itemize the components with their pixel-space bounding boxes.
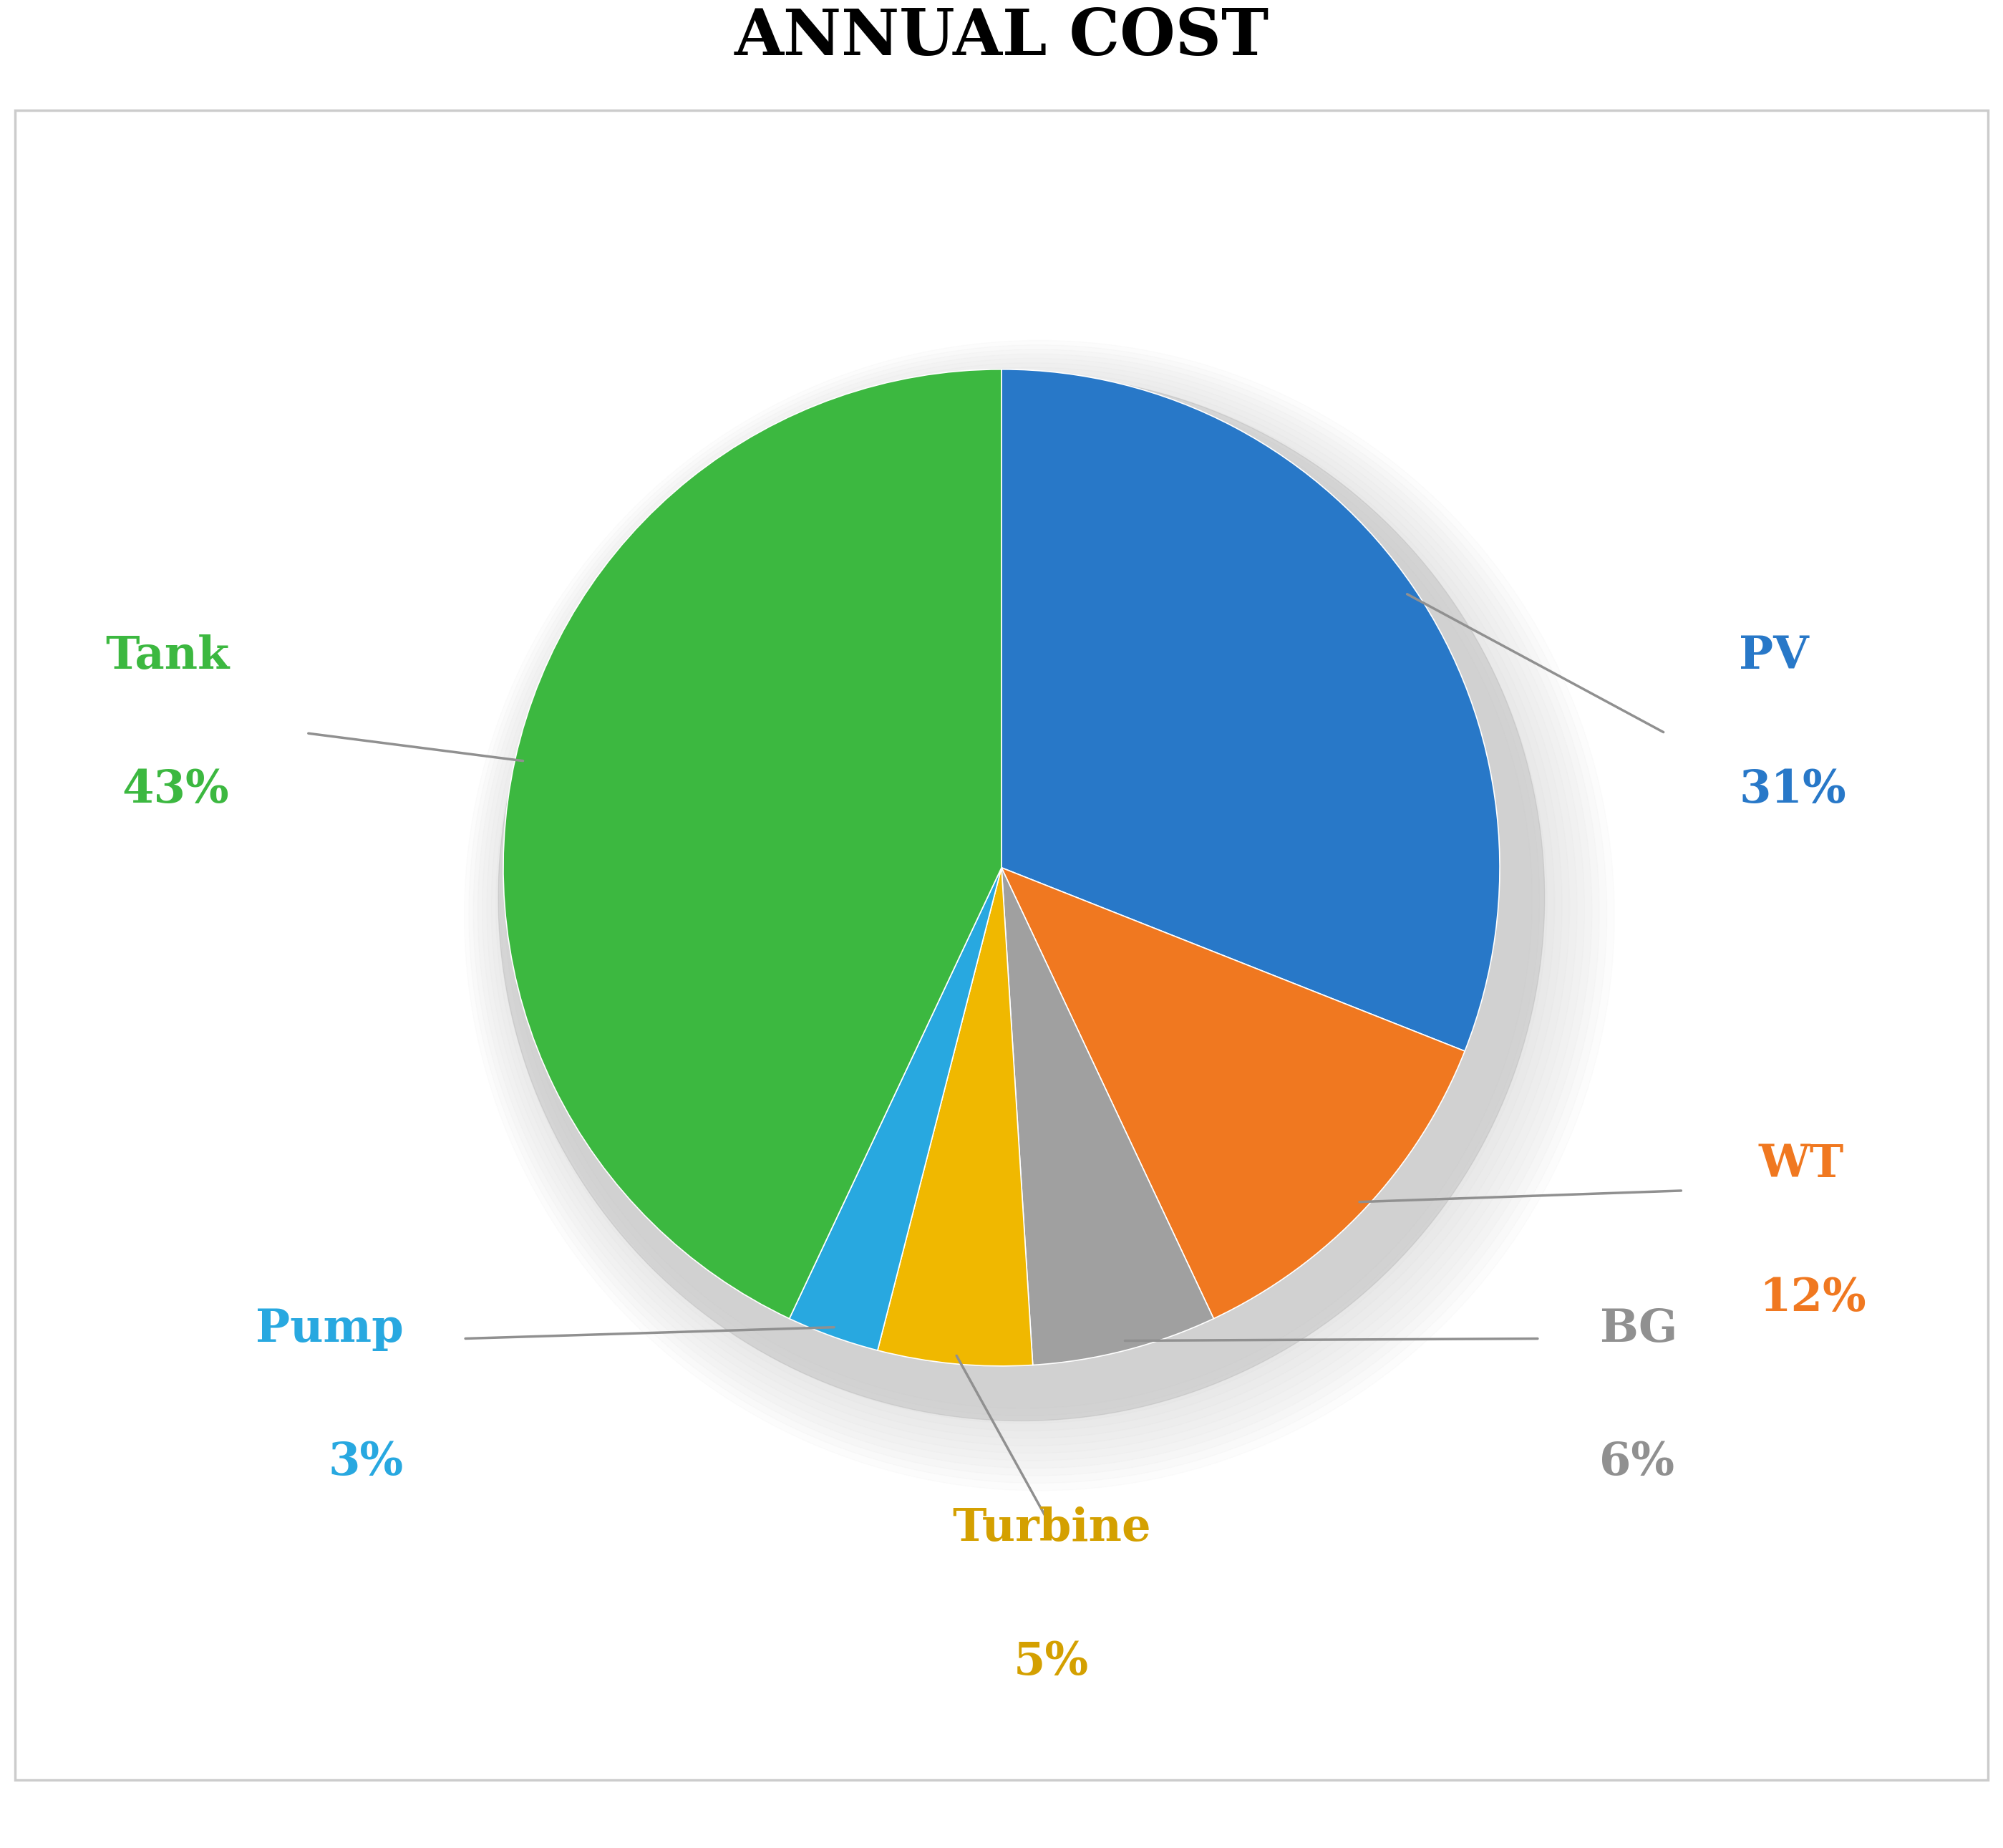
Text: BG: BG <box>1600 1307 1679 1351</box>
Text: WT: WT <box>1759 1142 1845 1186</box>
Title: ANNUAL COST: ANNUAL COST <box>733 7 1270 68</box>
Wedge shape <box>1002 370 1500 1052</box>
Wedge shape <box>789 869 1002 1351</box>
Text: Pump: Pump <box>256 1307 403 1351</box>
Text: PV: PV <box>1739 634 1809 678</box>
Text: 3%: 3% <box>328 1441 403 1484</box>
Wedge shape <box>1002 869 1214 1366</box>
Text: Tank: Tank <box>106 634 228 678</box>
Circle shape <box>499 375 1544 1421</box>
Wedge shape <box>877 869 1034 1366</box>
Text: 43%: 43% <box>122 769 228 811</box>
Text: 12%: 12% <box>1759 1277 1867 1319</box>
Text: 31%: 31% <box>1739 769 1847 811</box>
Text: Turbine: Turbine <box>951 1506 1150 1550</box>
Wedge shape <box>1002 869 1464 1319</box>
Wedge shape <box>503 370 1002 1319</box>
Text: 5%: 5% <box>1014 1641 1090 1684</box>
Text: 6%: 6% <box>1600 1441 1675 1484</box>
